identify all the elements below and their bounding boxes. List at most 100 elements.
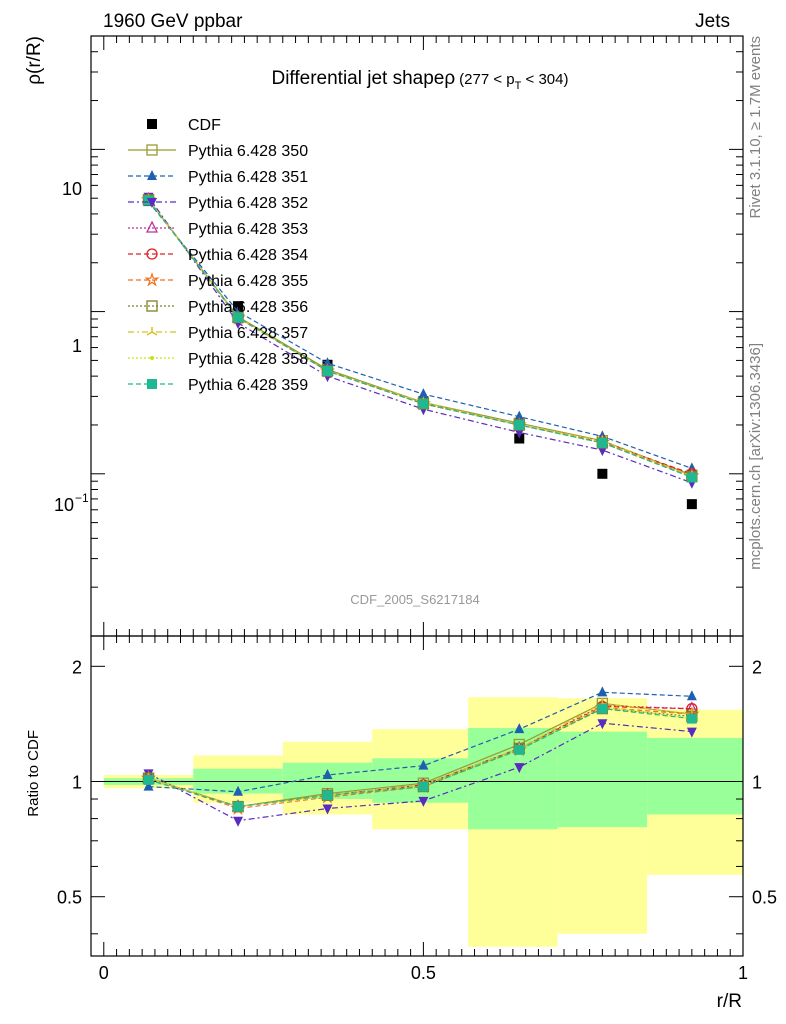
ratio-ytick-label: 2 (72, 657, 82, 677)
legend-label: Pythia 6.428 354 (188, 247, 308, 264)
mcplots-label: mcplots.cern.ch [arXiv:1306.3436] (747, 343, 764, 570)
legend-label: Pythia 6.428 353 (188, 221, 308, 238)
main-title-sub: T (515, 80, 522, 92)
ratio-series-9 (143, 703, 697, 812)
legend-label: Pythia 6.428 359 (188, 377, 308, 394)
data-point (686, 472, 697, 483)
legend-marker (146, 327, 158, 336)
main-plot-panel: ρ(r/R) Differential jet shapeρ (277 < pT … (24, 35, 744, 637)
main-ticks (91, 35, 744, 637)
ratio-ytick-label: 1 (72, 773, 82, 793)
legend-marker (147, 198, 157, 208)
legend: CDF Pythia 6.428 350 Pythia 6.428 351 Pythi… (128, 117, 308, 394)
stat-band (647, 737, 743, 815)
data-point (418, 398, 429, 409)
legend-marker (146, 300, 158, 312)
ratio-data-point (233, 801, 244, 812)
ytick-label-10: 10 (62, 179, 82, 199)
ratio-plot-area: 0.5 0.5 1 1 2 2 0 0.5 1 (57, 636, 777, 983)
ytick-label-0p1-exp: −1 (75, 491, 89, 505)
ratio-data-point (233, 785, 244, 796)
ratio-data-point (686, 727, 697, 738)
ratio-data-point (514, 723, 525, 734)
ratio-data-point (597, 686, 608, 697)
ytick-label-1: 1 (72, 336, 82, 356)
ratio-frame (90, 635, 744, 957)
ratio-ylabel: Ratio to CDF (25, 730, 42, 817)
data-point (322, 366, 333, 377)
legend-marker (150, 356, 154, 360)
ratio-data-point (418, 759, 429, 770)
legend-item: Pythia 6.428 357 (128, 325, 308, 342)
energy-label: 1960 GeV ppbar (103, 11, 243, 32)
legend-item: Pythia 6.428 353 (128, 220, 308, 238)
data-point (514, 419, 525, 430)
ratio-data-point (143, 780, 154, 791)
legend-label: Pythia 6.428 355 (188, 273, 308, 290)
data-point (686, 499, 697, 510)
legend-label: Pythia 6.428 357 (188, 325, 308, 342)
xtick-label: 0.5 (411, 963, 436, 983)
legend-label: CDF (188, 117, 221, 134)
legend-label: Pythia 6.428 350 (188, 143, 308, 160)
ratio-ytick-label-right: 2 (752, 657, 762, 677)
ytick-label-0p1: 10 (54, 495, 74, 515)
main-title-end: < 304) (521, 71, 568, 88)
ratio-ticks (91, 636, 744, 956)
ratio-data-point (686, 690, 697, 701)
legend-marker (145, 220, 159, 233)
ratio-data-point (143, 774, 154, 785)
data-point (233, 312, 244, 323)
rivet-label: Rivet 3.1.10, ≥ 1.7M events (747, 36, 764, 219)
ratio-data-point (233, 816, 244, 827)
legend-item: Pythia 6.428 354 (128, 247, 308, 264)
watermark: CDF_2005_S6217184 (350, 592, 479, 607)
legend-marker (147, 379, 157, 389)
ratio-data-point (418, 781, 429, 792)
ratio-data-point (322, 768, 333, 779)
data-point (597, 446, 608, 457)
ratio-data-point (322, 790, 333, 801)
ratio-plot-panel: 0.5 0.5 1 1 2 2 0 0.5 1 Ratio to CDF r/R (25, 635, 777, 1012)
stat-band (468, 727, 558, 830)
data-point (514, 410, 525, 421)
legend-label: Pythia 6.428 351 (188, 169, 308, 186)
legend-item: Pythia 6.428 350 (128, 143, 308, 160)
main-title-range: (277 < p (459, 71, 514, 88)
legend-marker (147, 119, 157, 129)
ratio-data-point (514, 763, 525, 774)
legend-label: Pythia 6.428 356 (188, 299, 308, 316)
legend-marker (144, 271, 160, 287)
ratio-ytick-label-right: 0.5 (752, 888, 777, 908)
legend-item: Pythia 6.428 351 (128, 169, 308, 186)
legend-item: Pythia 6.428 358 (128, 351, 308, 368)
ratio-bands (103, 697, 743, 947)
legend-item: Pythia 6.428 356 (128, 299, 308, 316)
main-title: Differential jet shapeρ (277 < pT < 304) (271, 68, 568, 92)
legend-marker (147, 170, 157, 180)
xtick-label: 1 (738, 963, 748, 983)
ratio-data-point (597, 719, 608, 730)
ratio-data-point (597, 703, 608, 714)
stat-band (557, 731, 648, 828)
legend-item: CDF (147, 117, 221, 134)
xtick-label: 0 (99, 963, 109, 983)
legend-label: Pythia 6.428 352 (188, 195, 308, 212)
ratio-series-2 (143, 719, 697, 827)
legend-item: Pythia 6.428 359 (128, 377, 308, 394)
ratio-data-point (322, 804, 333, 815)
legend-label: Pythia 6.428 358 (188, 351, 308, 368)
legend-item: Pythia 6.428 352 (128, 195, 308, 212)
data-point (514, 428, 525, 439)
data-point (514, 433, 525, 444)
main-ylabel: ρ(r/R) (24, 36, 45, 85)
legend-marker (146, 248, 158, 260)
xlabel: r/R (717, 991, 742, 1012)
ratio-ytick-label: 0.5 (57, 888, 82, 908)
ratio-data-point (686, 713, 697, 724)
data-point (597, 437, 608, 448)
legend-item: Pythia 6.428 355 (128, 271, 308, 290)
ratio-data-point (514, 744, 525, 755)
ratio-series-1 (143, 686, 697, 796)
